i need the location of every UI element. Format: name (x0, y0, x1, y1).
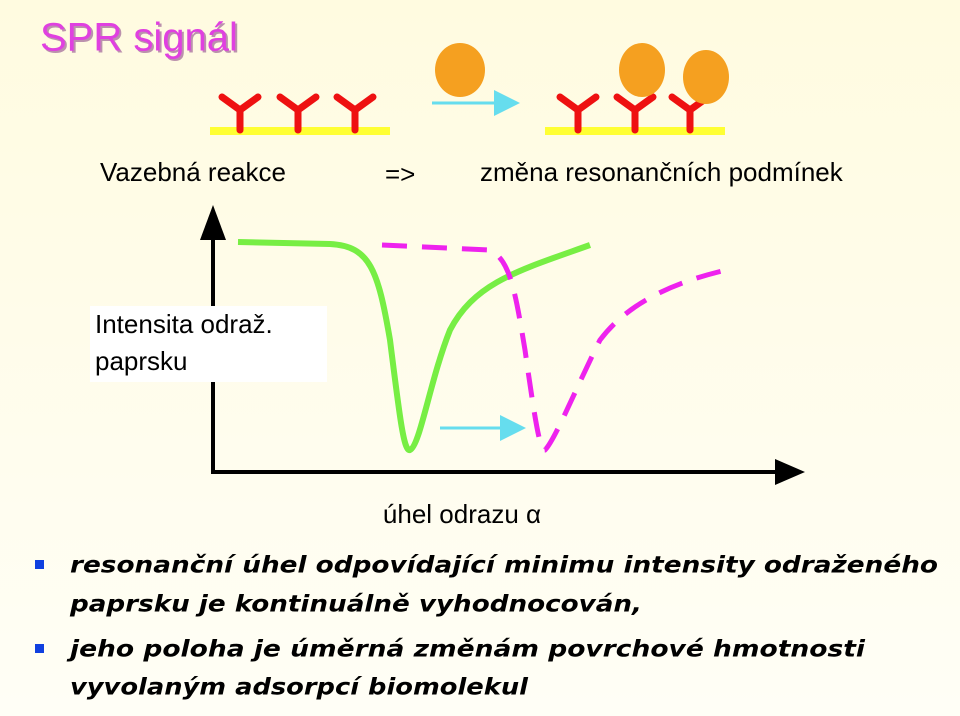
y-label: paprsku (95, 346, 188, 376)
bullet-text: paprsku je kontinuálně vyhodnocován, (69, 592, 642, 618)
y-label: Intensita odraž. (95, 309, 273, 339)
reaction-arrow: => (385, 159, 415, 189)
surface-left (210, 93, 390, 135)
y-label-box (90, 306, 327, 382)
title-shadow: SPR signál (42, 18, 240, 62)
reaction-right: změna resonančních podmínek (480, 157, 844, 187)
bullet-text: vyvolaným adsorpcí biomolekul (70, 675, 529, 701)
bullet-text: jeho poloha je úměrná změnám povrchové h… (67, 637, 867, 663)
bullet-text: resonanční úhel odpovídající minimu inte… (70, 553, 938, 579)
x-label: úhel odrazu α (383, 499, 541, 529)
title: SPR signál (40, 16, 238, 60)
curve-before (237, 239, 592, 453)
curve-after (381, 242, 736, 453)
reaction-left: Vazebná reakce (100, 157, 286, 187)
analyte (435, 43, 485, 97)
arrow-shift (440, 415, 526, 441)
bullet-marker (35, 560, 44, 569)
bullet-marker (35, 644, 44, 653)
arrow-top (432, 90, 520, 116)
surface-right (545, 43, 729, 135)
